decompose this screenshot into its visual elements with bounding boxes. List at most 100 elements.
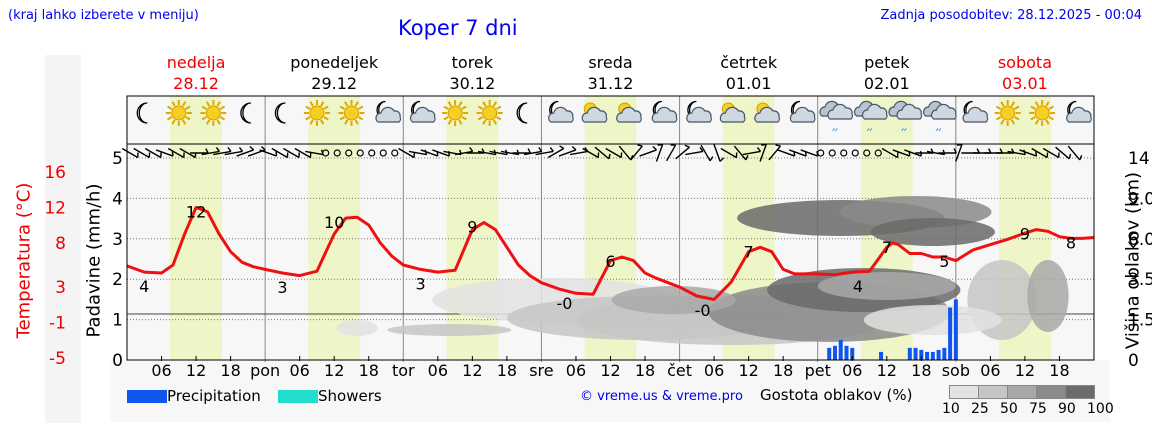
temperature-label: 7 bbox=[882, 238, 892, 257]
temperature-label: -0 bbox=[695, 301, 711, 320]
cloud-density-level-label: 100 bbox=[1087, 401, 1114, 417]
showers-legend-swatch bbox=[278, 390, 318, 403]
cloud-density-area bbox=[387, 324, 511, 336]
cloud-density-level-label: 75 bbox=[1029, 401, 1047, 417]
day-abbr-label: čet bbox=[667, 361, 692, 380]
temperature-label: 4 bbox=[853, 277, 863, 296]
cloud-density-level-label: 10 bbox=[942, 401, 960, 417]
temperature-label: 3 bbox=[277, 278, 287, 297]
temperature-tick-label: 16 bbox=[44, 163, 66, 183]
temperature-tick-label: 3 bbox=[55, 278, 66, 298]
wind-barb-flag bbox=[761, 145, 766, 146]
hour-tick-label: 06 bbox=[289, 361, 309, 380]
hour-tick-label: 18 bbox=[635, 361, 655, 380]
hour-tick-label: 12 bbox=[877, 361, 897, 380]
hour-tick-label: 06 bbox=[428, 361, 448, 380]
cloud-density-area bbox=[818, 272, 956, 300]
hour-tick-label: 06 bbox=[980, 361, 1000, 380]
hour-tick-label: 12 bbox=[462, 361, 482, 380]
temperature-label: -0 bbox=[556, 294, 572, 313]
hour-tick-label: 18 bbox=[911, 361, 931, 380]
hour-tick-label: 12 bbox=[186, 361, 206, 380]
hour-tick-label: 06 bbox=[151, 361, 171, 380]
temperature-tick-label: 8 bbox=[55, 234, 66, 254]
precipitation-bar bbox=[908, 348, 912, 360]
hour-tick-label: 06 bbox=[704, 361, 724, 380]
temperature-label: 10 bbox=[324, 213, 344, 232]
rain-drops: ״ bbox=[866, 124, 874, 138]
cloud-density-swatch bbox=[1065, 385, 1095, 399]
rain-drops: ״ bbox=[900, 124, 908, 138]
temperature-tick-label: 12 bbox=[44, 198, 66, 218]
sun-disc bbox=[1035, 106, 1049, 120]
cloud-density-legend-title: Gostota oblakov (%) bbox=[760, 386, 913, 404]
hour-tick-label: 18 bbox=[773, 361, 793, 380]
cloud-density-area bbox=[337, 320, 378, 336]
cloud-density-swatch bbox=[1036, 385, 1066, 399]
day-name: sobota bbox=[998, 53, 1052, 72]
sun-disc bbox=[483, 106, 497, 120]
precipitation-tick-label: 5 bbox=[112, 149, 123, 169]
daylight-band bbox=[170, 96, 222, 360]
cloud-density-area bbox=[864, 305, 1002, 335]
day-date: 31.12 bbox=[588, 74, 634, 93]
day-date: 28.12 bbox=[173, 74, 219, 93]
cloud-density-area bbox=[612, 286, 736, 314]
temperature-label: 12 bbox=[186, 202, 206, 221]
temperature-label: 5 bbox=[939, 252, 949, 271]
temperature-label: 9 bbox=[1020, 225, 1030, 244]
precipitation-bar bbox=[925, 352, 929, 360]
temperature-label: 7 bbox=[744, 242, 754, 261]
wind-barb-flag bbox=[957, 145, 962, 146]
hour-tick-label: 12 bbox=[1015, 361, 1035, 380]
day-abbr-label: tor bbox=[392, 361, 415, 380]
wind-barb-flag bbox=[658, 145, 663, 146]
precipitation-tick-label: 4 bbox=[112, 189, 123, 209]
hour-tick-label: 18 bbox=[220, 361, 240, 380]
precipitation-legend-label: Precipitation bbox=[167, 387, 261, 405]
day-name: sreda bbox=[588, 53, 632, 72]
cloud-density-level-label: 25 bbox=[971, 401, 989, 417]
hour-tick-label: 12 bbox=[324, 361, 344, 380]
precipitation-tick-label: 2 bbox=[112, 270, 123, 290]
sun-disc bbox=[448, 106, 462, 120]
day-date: 29.12 bbox=[311, 74, 357, 93]
hour-tick-label: 06 bbox=[842, 361, 862, 380]
temperature-tick-label: -5 bbox=[49, 349, 66, 369]
cloud-height-tick-label: 14 bbox=[1128, 149, 1150, 169]
day-abbr-label: sre bbox=[529, 361, 553, 380]
cloud-density-level-label: 50 bbox=[1000, 401, 1018, 417]
temperature-label: 4 bbox=[139, 277, 149, 296]
cloud-density-swatch bbox=[949, 385, 979, 399]
cloud-height-tick-label: 6.0 bbox=[1128, 230, 1152, 250]
sun-disc bbox=[206, 106, 220, 120]
cloud-density-level-label: 90 bbox=[1058, 401, 1076, 417]
sun-disc bbox=[310, 106, 324, 120]
precipitation-bar bbox=[948, 307, 952, 360]
sun-disc bbox=[172, 106, 186, 120]
precipitation-bar bbox=[937, 350, 941, 360]
precipitation-bar bbox=[914, 348, 918, 360]
cloud-height-tick-label: 1.5 bbox=[1128, 311, 1152, 331]
sun-disc bbox=[1001, 106, 1015, 120]
day-name: nedelja bbox=[167, 53, 226, 72]
precipitation-bar bbox=[833, 346, 837, 360]
precipitation-bar bbox=[827, 348, 831, 360]
day-date: 03.01 bbox=[1002, 74, 1048, 93]
day-name: ponedeljek bbox=[290, 53, 379, 72]
precipitation-bar bbox=[879, 352, 883, 360]
hour-tick-label: 12 bbox=[738, 361, 758, 380]
temperature-label: 6 bbox=[605, 252, 615, 271]
precipitation-bar bbox=[954, 299, 958, 360]
day-date: 01.01 bbox=[726, 74, 772, 93]
precipitation-bar bbox=[839, 340, 843, 360]
precipitation-legend-swatch bbox=[127, 390, 167, 403]
cloud-density-area bbox=[1027, 260, 1068, 332]
day-abbr-label: pon bbox=[250, 361, 280, 380]
hour-tick-label: 18 bbox=[1049, 361, 1069, 380]
copyright-link[interactable]: © vreme.us & vreme.pro bbox=[580, 389, 743, 404]
day-date: 30.12 bbox=[449, 74, 495, 93]
cloud-height-tick-label: 0 bbox=[1128, 351, 1139, 371]
day-date: 02.01 bbox=[864, 74, 910, 93]
sun-disc bbox=[344, 106, 358, 120]
